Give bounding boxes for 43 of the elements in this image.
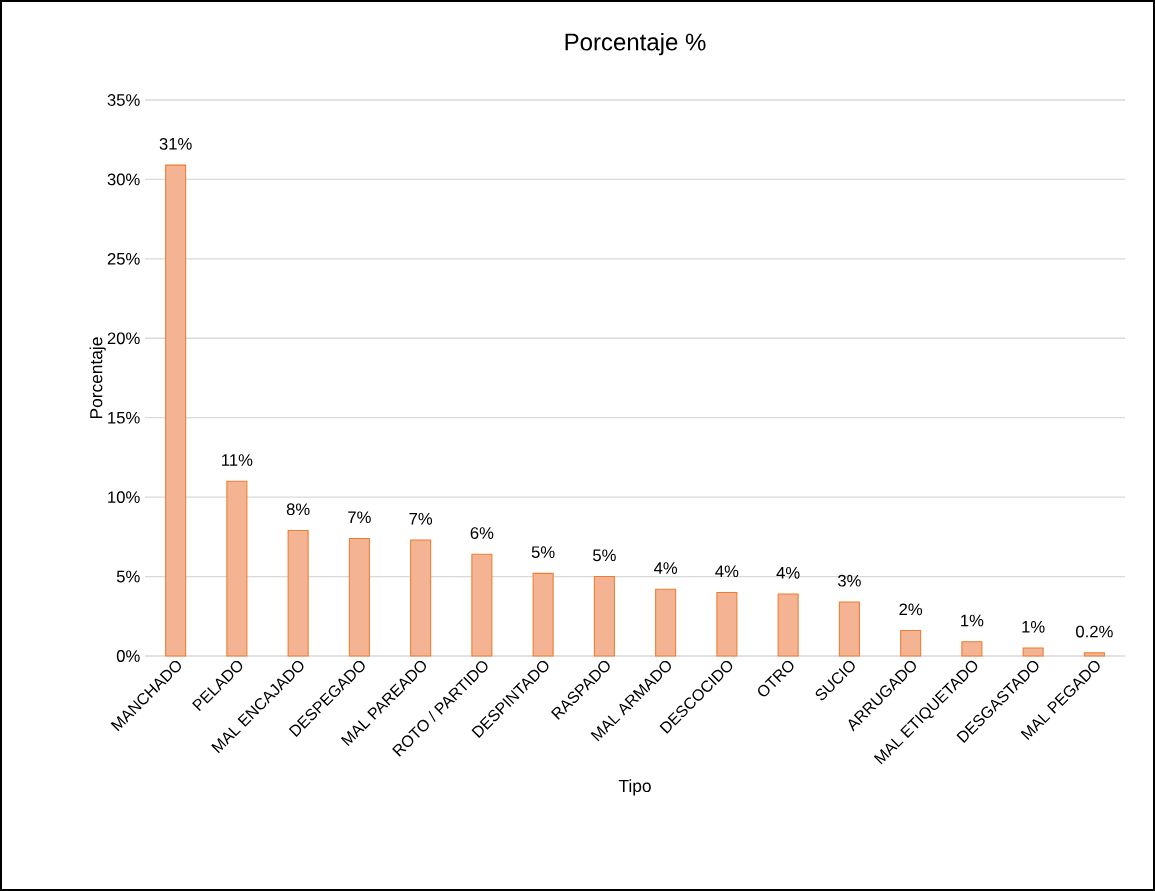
bar — [593, 576, 615, 657]
y-tick-label: 15% — [108, 411, 140, 424]
y-tick-label: 30% — [107, 173, 140, 186]
data-label: 2% — [899, 603, 923, 616]
data-label: 31% — [159, 137, 192, 150]
data-label: 11% — [222, 454, 253, 466]
bar — [165, 164, 187, 657]
x-axis-title: Tipo — [618, 779, 651, 796]
data-label: 7% — [348, 511, 371, 524]
chart-title: Porcentaje % — [565, 32, 706, 56]
data-label: 4% — [715, 565, 739, 578]
data-label: 0.2% — [1076, 625, 1113, 638]
data-label: 4% — [776, 566, 800, 579]
y-tick-label: 0% — [116, 650, 140, 662]
bar — [532, 572, 554, 657]
bar — [287, 529, 309, 657]
data-label: 1% — [1022, 621, 1045, 633]
data-label: 1% — [961, 614, 984, 627]
y-tick-label: 25% — [107, 252, 140, 265]
y-axis-title: Porcentaje — [89, 337, 106, 418]
bar — [1083, 652, 1105, 657]
y-tick-label: 35% — [107, 94, 140, 106]
bar — [471, 553, 493, 657]
data-label: 5% — [593, 549, 616, 562]
data-label: 6% — [470, 527, 494, 539]
bar — [410, 539, 432, 657]
data-label: 4% — [653, 562, 678, 574]
bar — [1022, 647, 1044, 657]
data-label: 7% — [409, 512, 433, 525]
data-label: 3% — [837, 574, 861, 587]
bar — [900, 630, 922, 657]
bar — [838, 601, 860, 657]
bar — [655, 588, 677, 657]
data-label: 5% — [531, 546, 555, 559]
bar — [777, 593, 799, 657]
bar — [226, 480, 248, 657]
y-tick-label: 5% — [116, 570, 140, 583]
data-label: 8% — [286, 503, 310, 516]
y-tick-label: 10% — [108, 491, 140, 504]
y-tick-label: 20% — [107, 332, 140, 345]
bar — [348, 537, 370, 657]
bar — [961, 641, 983, 657]
bar — [716, 591, 738, 657]
